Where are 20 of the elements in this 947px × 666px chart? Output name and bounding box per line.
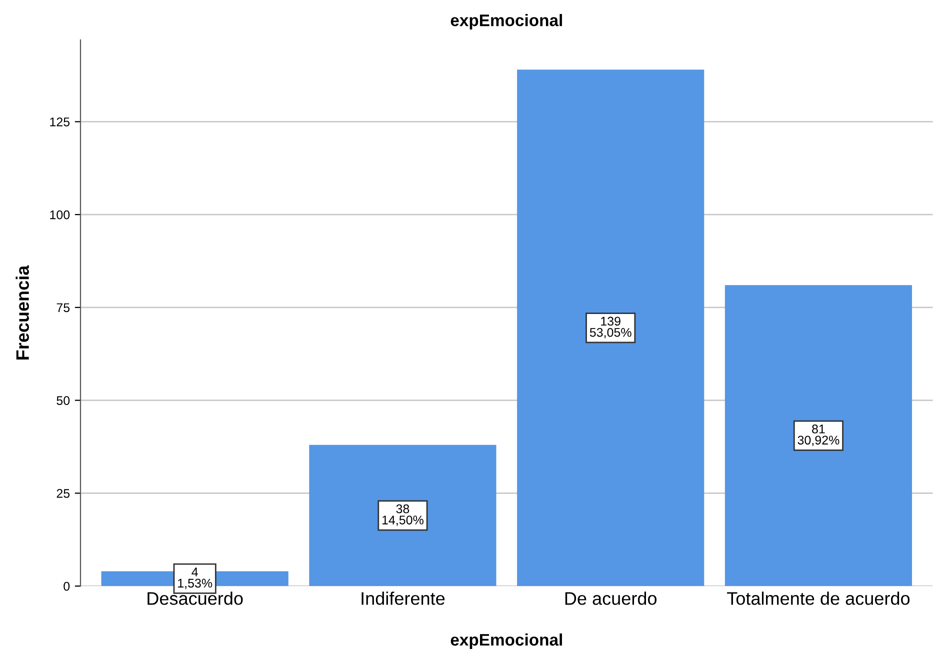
y-tick-label: 75 — [56, 303, 70, 312]
y-tick-label: 25 — [56, 489, 70, 498]
data-label: 81 30,92% — [798, 424, 840, 446]
x-tick-label: Totalmente de acuerdo — [727, 592, 910, 605]
x-tick-label: Indiferente — [362, 592, 445, 605]
bar — [517, 70, 704, 586]
data-label: 38 14,50% — [382, 504, 424, 526]
data-label: 139 53,05% — [590, 316, 632, 338]
data-label: 4 1,53% — [178, 568, 212, 590]
y-axis-title: Frecuencia — [16, 265, 29, 360]
chart-title: expEmocional — [450, 14, 562, 30]
y-tick-label: 125 — [50, 117, 70, 126]
bar — [724, 285, 912, 586]
x-tick-label: Desacuerdo — [148, 592, 243, 605]
y-tick-label: 100 — [50, 210, 70, 220]
x-tick-label: De acuerdo — [565, 592, 657, 605]
y-tick-label: 0 — [64, 582, 70, 591]
y-tick-label: 50 — [56, 396, 70, 405]
x-axis-title: expEmocional — [450, 633, 562, 650]
bar — [309, 444, 496, 586]
